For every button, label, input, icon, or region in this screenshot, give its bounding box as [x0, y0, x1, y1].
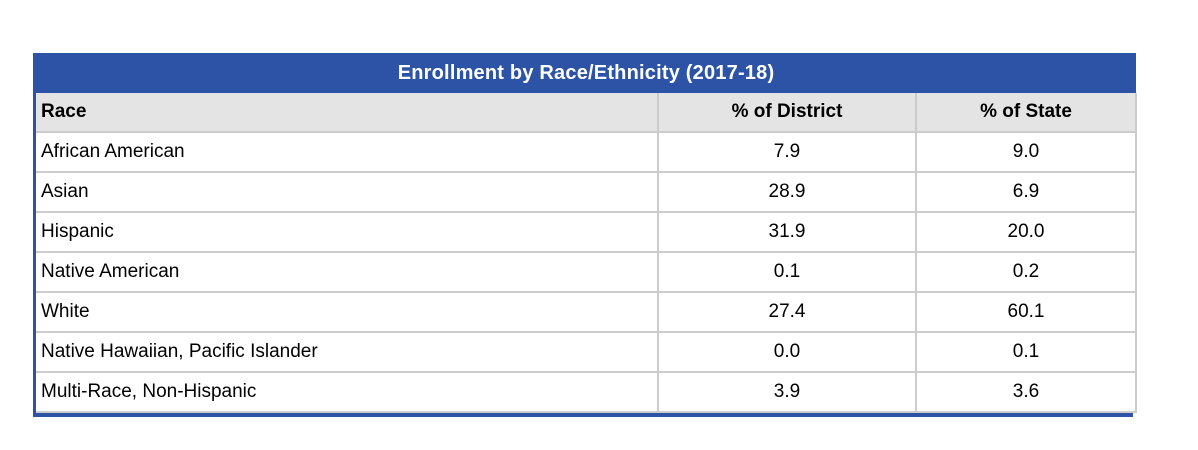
- state-cell: 0.1: [916, 332, 1138, 373]
- table-row: Hispanic 31.9 20.0: [36, 212, 1138, 253]
- column-header-race: Race: [36, 93, 659, 133]
- state-cell: 0.2: [916, 252, 1138, 293]
- district-cell: 28.9: [658, 172, 917, 213]
- state-cell: 3.6: [916, 372, 1138, 413]
- table-row: Native American 0.1 0.2: [36, 252, 1138, 293]
- district-cell: 0.0: [658, 332, 917, 373]
- enrollment-table: Enrollment by Race/Ethnicity (2017-18) R…: [36, 53, 1138, 413]
- state-cell: 60.1: [916, 292, 1138, 333]
- race-cell: White: [36, 292, 659, 333]
- race-cell: Native American: [36, 252, 659, 293]
- district-cell: 3.9: [658, 372, 917, 413]
- table-row: Asian 28.9 6.9: [36, 172, 1138, 213]
- race-cell: Multi-Race, Non-Hispanic: [36, 372, 659, 413]
- district-cell: 0.1: [658, 252, 917, 293]
- enrollment-table-container: Enrollment by Race/Ethnicity (2017-18) R…: [33, 53, 1138, 417]
- race-cell: African American: [36, 132, 659, 173]
- state-cell: 20.0: [916, 212, 1138, 253]
- state-cell: 6.9: [916, 172, 1138, 213]
- state-cell: 9.0: [916, 132, 1138, 173]
- table-title: Enrollment by Race/Ethnicity (2017-18): [36, 53, 1137, 93]
- race-cell: Asian: [36, 172, 659, 213]
- race-cell: Native Hawaiian, Pacific Islander: [36, 332, 659, 373]
- table-row: African American 7.9 9.0: [36, 132, 1138, 173]
- table-body: African American 7.9 9.0 Asian 28.9 6.9 …: [36, 132, 1138, 413]
- race-cell: Hispanic: [36, 212, 659, 253]
- district-cell: 27.4: [658, 292, 917, 333]
- table-row: White 27.4 60.1: [36, 292, 1138, 333]
- table-row: Multi-Race, Non-Hispanic 3.9 3.6: [36, 372, 1138, 413]
- district-cell: 7.9: [658, 132, 917, 173]
- table-row: Native Hawaiian, Pacific Islander 0.0 0.…: [36, 332, 1138, 373]
- column-header-state: % of State: [916, 93, 1138, 133]
- column-header-district: % of District: [658, 93, 917, 133]
- district-cell: 31.9: [658, 212, 917, 253]
- table-title-row: Enrollment by Race/Ethnicity (2017-18): [36, 53, 1137, 93]
- table-header-row: Race % of District % of State: [36, 93, 1138, 133]
